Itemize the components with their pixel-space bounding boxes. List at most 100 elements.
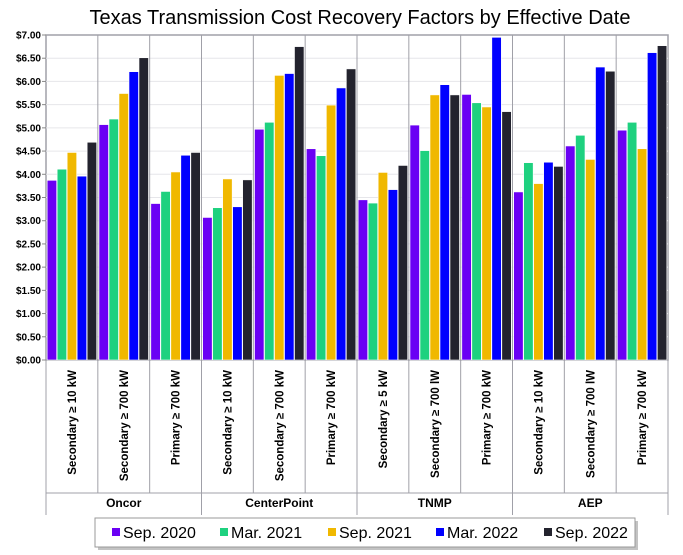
bar bbox=[254, 128, 265, 361]
bar bbox=[553, 166, 564, 361]
bar bbox=[523, 162, 534, 361]
bar bbox=[316, 155, 327, 361]
bar bbox=[108, 118, 119, 361]
bar bbox=[409, 124, 420, 361]
legend-swatch bbox=[112, 528, 120, 536]
category-label: Primary ≥ 700 kW bbox=[482, 370, 494, 465]
y-tick-label: $3.50 bbox=[16, 193, 41, 204]
bar bbox=[585, 159, 596, 361]
bar bbox=[533, 183, 544, 361]
bar bbox=[222, 178, 233, 361]
bar bbox=[150, 203, 161, 361]
y-tick-label: $0.00 bbox=[16, 356, 41, 367]
category-label: Secondary ≥ 700 lW bbox=[430, 370, 442, 478]
chart-title: Texas Transmission Cost Recovery Factors… bbox=[90, 7, 631, 29]
bar bbox=[637, 148, 648, 361]
bar bbox=[491, 37, 502, 361]
legend: Sep. 2020 Mar. 2021 Sep. 2021 Mar. 2022 Sep.… bbox=[94, 517, 638, 550]
y-tick-label: $4.50 bbox=[16, 147, 41, 158]
y-tick-label: $0.50 bbox=[16, 332, 41, 343]
bar bbox=[575, 134, 586, 361]
bar bbox=[357, 199, 368, 361]
bar bbox=[336, 87, 347, 361]
group-label: CenterPoint bbox=[245, 496, 313, 510]
category-label: Secondary ≥ 10 kW bbox=[222, 370, 234, 475]
legend-swatch bbox=[328, 528, 336, 536]
bars bbox=[46, 37, 668, 361]
category-label: Secondary ≥ 700 kW bbox=[274, 370, 286, 481]
y-tick-label: $6.00 bbox=[16, 77, 41, 88]
bar bbox=[46, 180, 57, 361]
bar bbox=[657, 45, 668, 361]
bar bbox=[294, 46, 305, 361]
category-label: Primary ≥ 700 kW bbox=[171, 370, 183, 465]
gridlines bbox=[45, 34, 669, 361]
category-label: Secondary ≥ 5 kW bbox=[378, 370, 390, 468]
bar bbox=[190, 152, 201, 361]
bar bbox=[481, 106, 492, 361]
bar bbox=[439, 84, 450, 361]
bar bbox=[346, 68, 357, 361]
y-tick-label: $7.00 bbox=[16, 31, 41, 42]
bar bbox=[86, 141, 97, 361]
group-label: Oncor bbox=[106, 496, 142, 510]
category-label: Secondary ≥ 700 kW bbox=[119, 370, 131, 481]
bar bbox=[627, 121, 638, 361]
legend-swatch bbox=[544, 528, 552, 536]
bar bbox=[471, 102, 482, 361]
bar bbox=[160, 191, 171, 361]
bar bbox=[76, 175, 87, 361]
x-axis: Secondary ≥ 10 kW Secondary ≥ 700 kW Prima… bbox=[45, 360, 669, 515]
y-tick-label: $4.00 bbox=[16, 170, 41, 181]
bar bbox=[397, 165, 408, 361]
y-tick-label: $2.00 bbox=[16, 263, 41, 274]
bar bbox=[170, 171, 181, 361]
group-label: AEP bbox=[578, 496, 603, 510]
bar bbox=[138, 57, 149, 361]
bar bbox=[377, 172, 388, 361]
bar bbox=[306, 148, 317, 361]
bar bbox=[543, 161, 554, 361]
bar bbox=[118, 93, 129, 361]
y-tick-label: $1.50 bbox=[16, 286, 41, 297]
bar bbox=[242, 179, 253, 361]
legend-label: Mar. 2021 bbox=[231, 525, 302, 542]
bar bbox=[274, 75, 285, 361]
bar bbox=[419, 150, 430, 361]
y-tick-label: $6.50 bbox=[16, 54, 41, 65]
bar bbox=[66, 152, 77, 361]
bar bbox=[513, 191, 524, 361]
bar bbox=[605, 70, 616, 361]
bar bbox=[212, 207, 223, 361]
category-label: Primary ≥ 700 kW bbox=[637, 370, 649, 465]
bar bbox=[98, 124, 109, 361]
y-tick-label: $5.50 bbox=[16, 100, 41, 111]
bar bbox=[202, 217, 213, 361]
group-label: TNMP bbox=[418, 496, 452, 510]
bar bbox=[595, 66, 606, 361]
y-tick-label: $1.00 bbox=[16, 309, 41, 320]
bar bbox=[128, 71, 139, 361]
bar bbox=[180, 154, 191, 361]
category-label: Secondary ≥ 10 kW bbox=[67, 370, 79, 475]
legend-swatch bbox=[436, 528, 444, 536]
bar bbox=[387, 189, 398, 361]
category-label: Secondary ≥ 10 kW bbox=[533, 370, 545, 475]
legend-label: Mar. 2022 bbox=[447, 525, 518, 542]
bar bbox=[461, 94, 472, 361]
category-label: Secondary ≥ 700 lW bbox=[585, 370, 597, 478]
legend-label: Sep. 2021 bbox=[339, 525, 412, 542]
bar bbox=[264, 121, 275, 361]
bar bbox=[647, 52, 658, 361]
legend-swatch bbox=[220, 528, 228, 536]
bar bbox=[501, 111, 512, 361]
bar bbox=[449, 94, 460, 361]
legend-label: Sep. 2022 bbox=[555, 525, 628, 542]
bar bbox=[565, 145, 576, 361]
bar bbox=[617, 129, 628, 361]
bar bbox=[429, 94, 440, 361]
bar bbox=[56, 168, 67, 361]
legend-label: Sep. 2020 bbox=[123, 525, 196, 542]
